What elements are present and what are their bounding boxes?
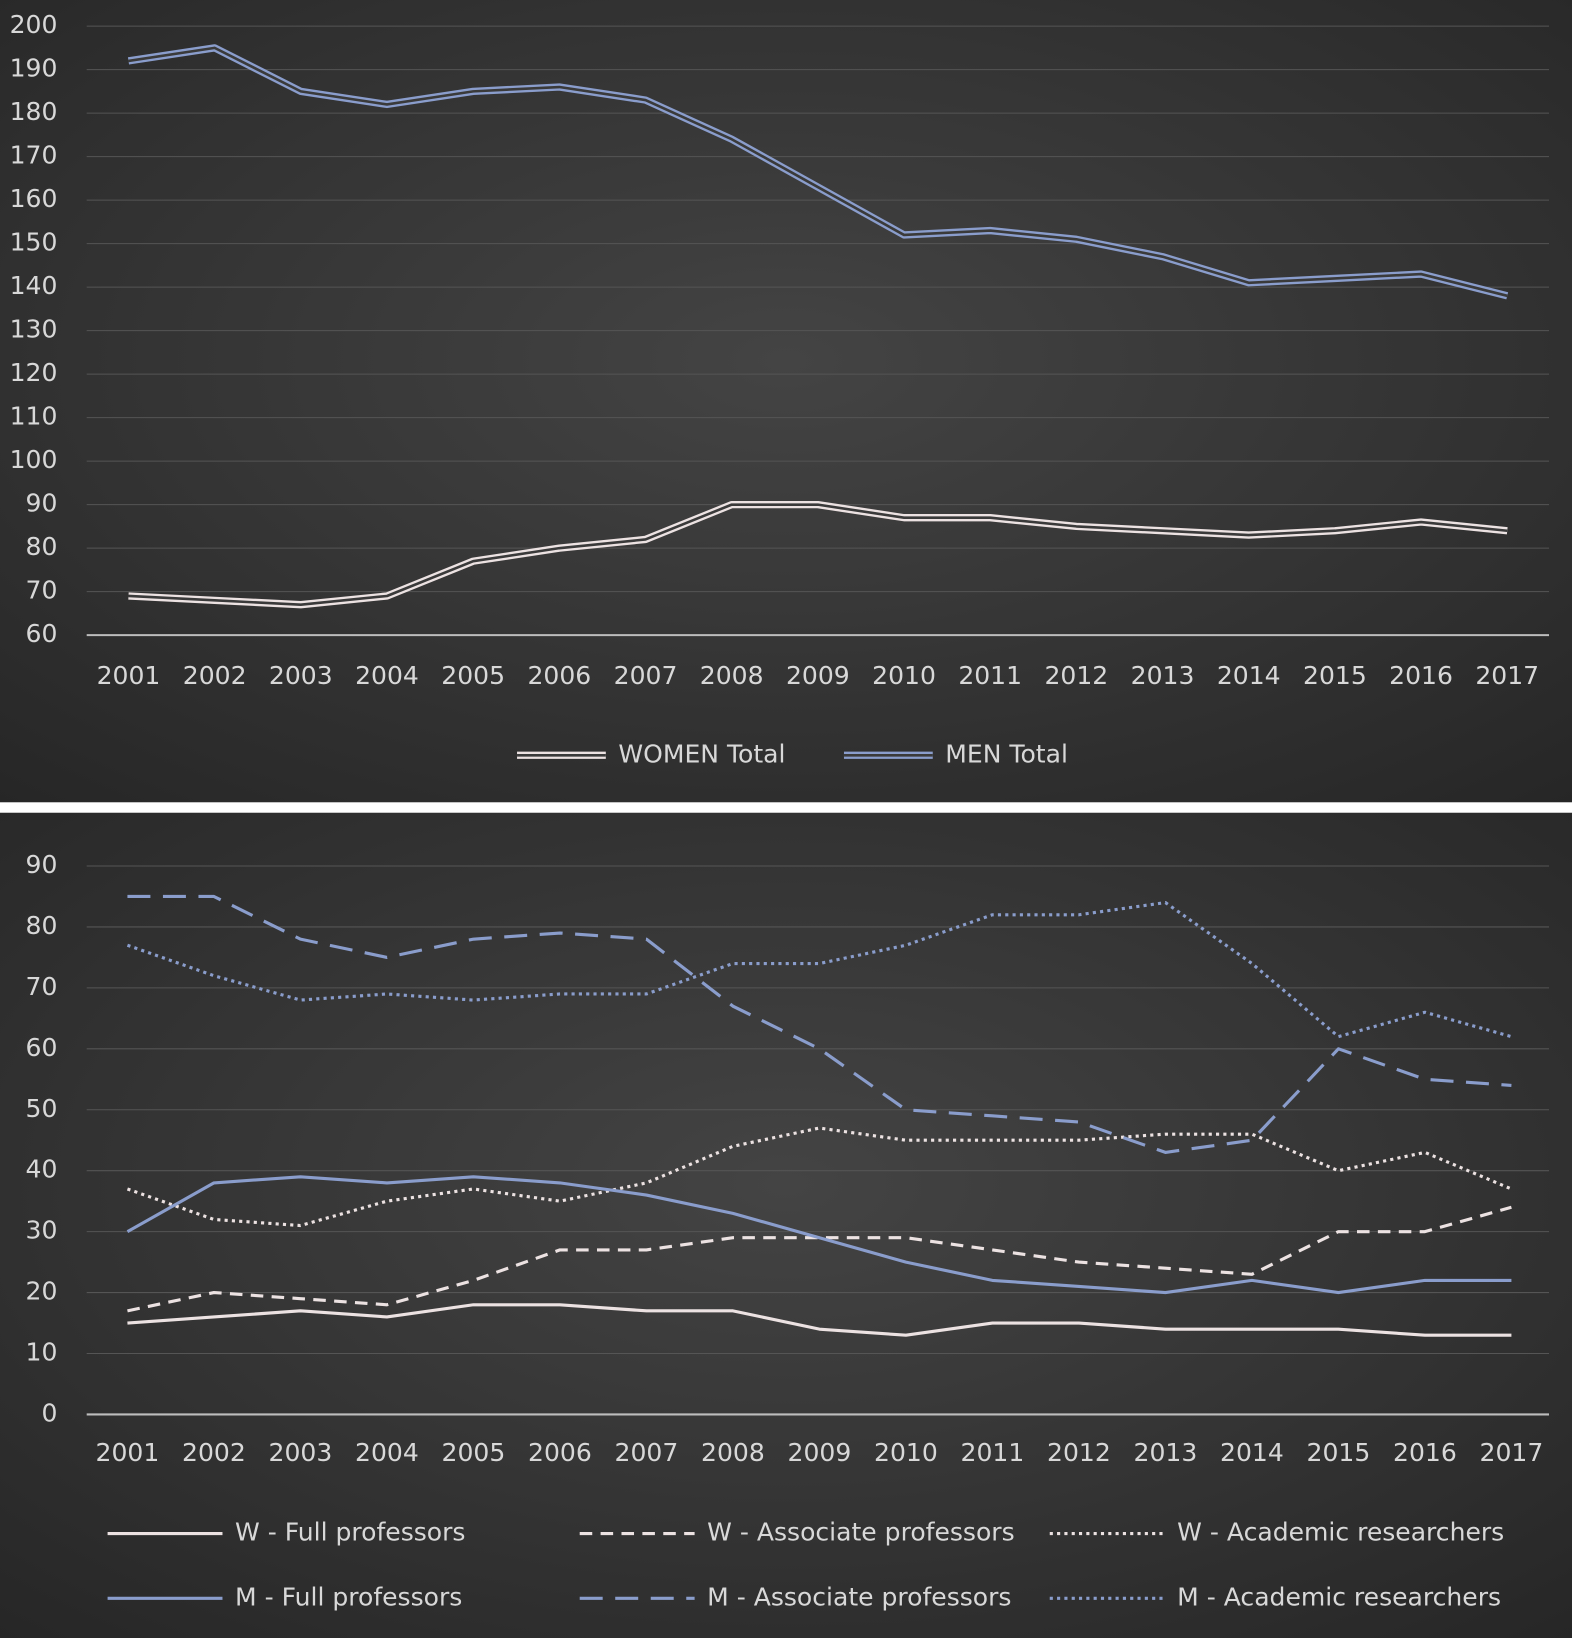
- legend-label: M - Full professors: [235, 1582, 462, 1611]
- x-tick-label: 2013: [1134, 1438, 1198, 1467]
- series-line: [127, 1205, 1512, 1313]
- x-tick-label: 2011: [958, 661, 1022, 690]
- x-tick-label: 2004: [355, 661, 419, 690]
- x-tick-label: 2001: [97, 661, 161, 690]
- y-tick-label: 30: [26, 1216, 58, 1245]
- legend-label: MEN Total: [945, 739, 1068, 768]
- x-tick-label: 2003: [269, 661, 333, 690]
- x-tick-label: 2001: [96, 1438, 160, 1467]
- y-tick-label: 140: [10, 271, 58, 300]
- series-line-inner: [128, 46, 1508, 298]
- x-tick-label: 2016: [1393, 1438, 1457, 1467]
- x-tick-label: 2010: [874, 1438, 938, 1467]
- x-tick-label: 2011: [961, 1438, 1025, 1467]
- y-tick-label: 130: [10, 315, 58, 344]
- x-tick-label: 2009: [788, 1438, 852, 1467]
- y-tick-label: 90: [26, 850, 58, 879]
- legend-label: W - Associate professors: [707, 1518, 1015, 1547]
- x-tick-label: 2013: [1131, 661, 1195, 690]
- y-tick-label: 150: [10, 228, 58, 257]
- y-tick-label: 100: [10, 445, 58, 474]
- x-tick-label: 2012: [1045, 661, 1109, 690]
- y-tick-label: 160: [10, 184, 58, 213]
- y-tick-label: 40: [26, 1155, 58, 1184]
- x-tick-label: 2005: [441, 661, 505, 690]
- x-tick-label: 2015: [1303, 661, 1367, 690]
- panel-background: [0, 812, 1572, 1638]
- y-tick-label: 90: [26, 489, 58, 518]
- y-tick-label: 60: [26, 1033, 58, 1062]
- y-tick-label: 70: [26, 972, 58, 1001]
- y-tick-label: 110: [10, 402, 58, 431]
- series-line: [126, 1126, 1513, 1228]
- y-tick-label: 0: [42, 1398, 58, 1427]
- x-tick-label: 2005: [442, 1438, 506, 1467]
- y-tick-label: 60: [26, 619, 58, 648]
- y-tick-label: 80: [26, 911, 58, 940]
- series-line: [127, 1303, 1512, 1337]
- x-tick-label: 2003: [269, 1438, 333, 1467]
- series-line: [126, 1175, 1512, 1295]
- x-tick-label: 2007: [614, 661, 678, 690]
- y-tick-label: 10: [26, 1338, 58, 1367]
- x-tick-label: 2006: [528, 1438, 592, 1467]
- x-tick-label: 2015: [1307, 1438, 1371, 1467]
- legend-label: W - Academic researchers: [1177, 1518, 1504, 1547]
- y-tick-label: 70: [26, 576, 58, 605]
- x-tick-label: 2004: [355, 1438, 419, 1467]
- x-tick-label: 2012: [1047, 1438, 1111, 1467]
- x-tick-label: 2008: [700, 661, 764, 690]
- x-tick-label: 2002: [182, 1438, 246, 1467]
- series-line-inner: [128, 503, 1508, 606]
- y-tick-label: 50: [26, 1094, 58, 1123]
- x-tick-label: 2010: [872, 661, 936, 690]
- y-tick-label: 190: [10, 54, 58, 83]
- y-tick-label: 200: [10, 10, 58, 39]
- x-tick-label: 2006: [527, 661, 591, 690]
- legend-label: W - Full professors: [235, 1518, 465, 1547]
- x-tick-label: 2002: [183, 661, 247, 690]
- x-tick-label: 2007: [615, 1438, 679, 1467]
- y-tick-label: 80: [26, 532, 58, 561]
- x-tick-label: 2008: [701, 1438, 765, 1467]
- x-tick-label: 2016: [1389, 661, 1453, 690]
- legend-label: M - Academic researchers: [1177, 1582, 1501, 1611]
- panel-background: [0, 0, 1572, 803]
- x-tick-label: 2017: [1475, 661, 1539, 690]
- x-tick-label: 2009: [786, 661, 850, 690]
- x-tick-label: 2014: [1220, 1438, 1284, 1467]
- y-tick-label: 20: [26, 1277, 58, 1306]
- legend-label: WOMEN Total: [618, 739, 785, 768]
- y-tick-label: 180: [10, 97, 58, 126]
- legend-label: M - Associate professors: [707, 1582, 1011, 1611]
- x-tick-label: 2017: [1480, 1438, 1544, 1467]
- y-tick-label: 120: [10, 358, 58, 387]
- x-tick-label: 2014: [1217, 661, 1281, 690]
- y-tick-label: 170: [10, 141, 58, 170]
